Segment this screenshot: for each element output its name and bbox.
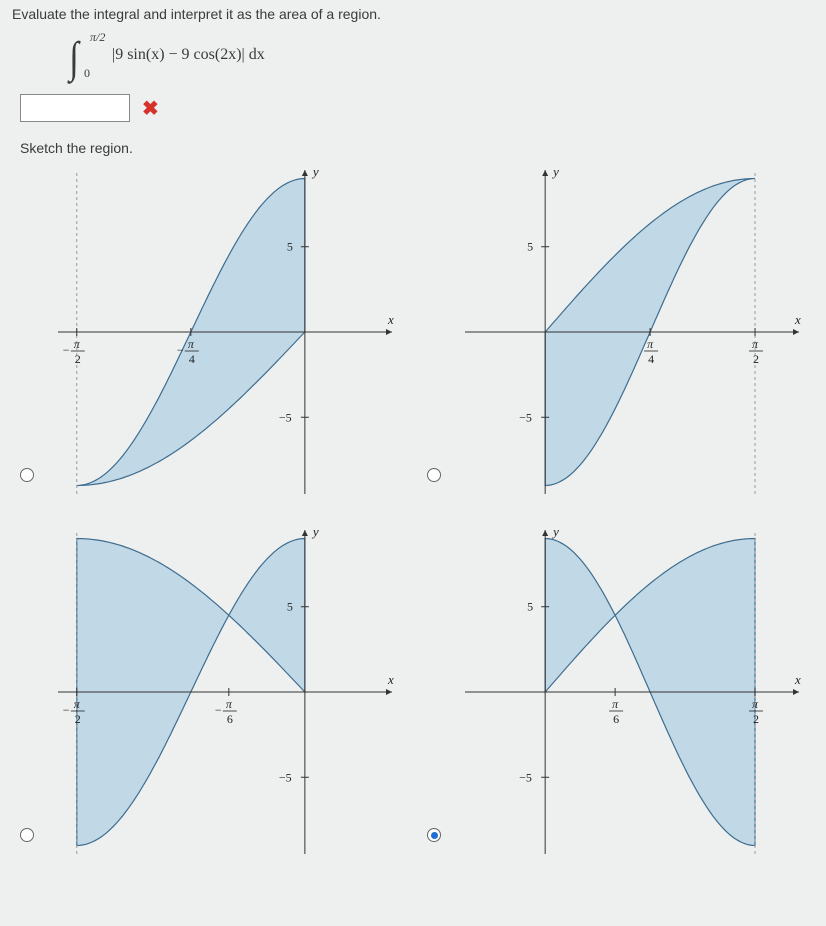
svg-text:2: 2 xyxy=(75,712,81,726)
answer-row: ✖ xyxy=(20,94,814,122)
svg-text:4: 4 xyxy=(648,352,654,366)
radio-option-4[interactable] xyxy=(427,828,441,842)
radio-option-2[interactable] xyxy=(427,468,441,482)
svg-text:5: 5 xyxy=(287,600,293,614)
question-prompt: Evaluate the integral and interpret it a… xyxy=(12,6,814,22)
svg-text:π: π xyxy=(612,697,619,711)
svg-text:π: π xyxy=(74,697,81,711)
integral-lower-limit: 0 xyxy=(84,66,90,81)
svg-text:−5: −5 xyxy=(519,770,532,784)
chart-4-svg: yx5−5π6π2 xyxy=(457,522,807,862)
svg-text:y: y xyxy=(311,164,319,179)
svg-text:π: π xyxy=(74,337,81,351)
svg-text:−: − xyxy=(63,703,70,717)
chart-1-svg: yx5−5−π2−π4 xyxy=(50,162,400,502)
chart-2-svg: yx5−5π4π2 xyxy=(457,162,807,502)
integral-symbol: ∫ xyxy=(69,32,79,83)
svg-text:x: x xyxy=(794,312,801,327)
svg-text:5: 5 xyxy=(287,240,293,254)
svg-text:−: − xyxy=(63,343,70,357)
svg-text:π: π xyxy=(188,337,195,351)
radio-option-1[interactable] xyxy=(20,468,34,482)
svg-text:x: x xyxy=(387,312,394,327)
svg-text:4: 4 xyxy=(189,352,195,366)
answer-input[interactable] xyxy=(20,94,130,122)
svg-text:y: y xyxy=(311,524,319,539)
integral-upper-limit: π/2 xyxy=(90,30,105,45)
svg-text:y: y xyxy=(551,164,559,179)
chart-option-4[interactable]: yx5−5π6π2 xyxy=(427,522,814,862)
svg-text:6: 6 xyxy=(227,712,233,726)
chart-3-svg: yx5−5−π2−π6 xyxy=(50,522,400,862)
radio-option-3[interactable] xyxy=(20,828,34,842)
chart-option-1[interactable]: yx5−5−π2−π4 xyxy=(20,162,407,502)
svg-text:2: 2 xyxy=(753,352,759,366)
svg-text:−5: −5 xyxy=(519,410,532,424)
svg-text:−5: −5 xyxy=(279,410,292,424)
svg-text:−: − xyxy=(215,703,222,717)
chart-option-3[interactable]: yx5−5−π2−π6 xyxy=(20,522,407,862)
svg-text:−5: −5 xyxy=(279,770,292,784)
svg-text:2: 2 xyxy=(753,712,759,726)
svg-text:y: y xyxy=(551,524,559,539)
integrand: |9 sin(x) − 9 cos(2x)| dx xyxy=(112,46,265,64)
incorrect-icon: ✖ xyxy=(142,96,159,121)
sketch-prompt: Sketch the region. xyxy=(20,140,814,156)
chart-option-2[interactable]: yx5−5π4π2 xyxy=(427,162,814,502)
svg-text:π: π xyxy=(752,697,759,711)
svg-text:6: 6 xyxy=(613,712,619,726)
svg-text:x: x xyxy=(387,672,394,687)
svg-text:π: π xyxy=(752,337,759,351)
chart-options-grid: yx5−5−π2−π4 yx5−5π4π2 yx5−5−π2−π6 yx5−5π… xyxy=(20,162,814,862)
svg-text:2: 2 xyxy=(75,352,81,366)
svg-text:π: π xyxy=(647,337,654,351)
integral-expression: ∫ π/2 0 |9 sin(x) − 9 cos(2x)| dx xyxy=(68,30,814,82)
svg-text:5: 5 xyxy=(527,240,533,254)
svg-text:x: x xyxy=(794,672,801,687)
svg-text:π: π xyxy=(226,697,233,711)
svg-text:5: 5 xyxy=(527,600,533,614)
svg-text:−: − xyxy=(177,343,184,357)
